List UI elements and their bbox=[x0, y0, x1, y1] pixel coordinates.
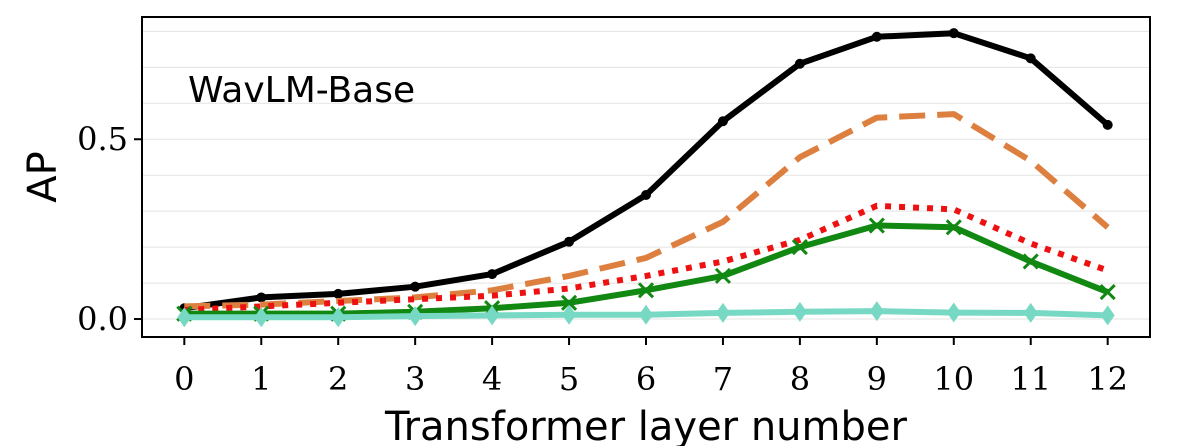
data-point bbox=[946, 302, 961, 323]
data-point bbox=[945, 219, 962, 236]
data-point bbox=[254, 307, 269, 328]
data-point bbox=[715, 302, 730, 323]
x-tick-label: 1 bbox=[251, 360, 271, 398]
x-tick-label: 9 bbox=[867, 360, 887, 398]
data-point bbox=[256, 292, 267, 303]
data-point bbox=[410, 281, 421, 292]
y-tick-label: 0.5 bbox=[77, 120, 128, 158]
data-point bbox=[792, 301, 807, 322]
x-tick-label: 11 bbox=[1010, 360, 1051, 398]
data-point bbox=[868, 217, 885, 234]
x-tick-label: 8 bbox=[790, 360, 810, 398]
x-axis-label: Transformer layer number bbox=[384, 404, 907, 446]
x-tick-label: 3 bbox=[405, 360, 425, 398]
x-tick-label: 10 bbox=[933, 360, 974, 398]
data-point bbox=[717, 116, 728, 127]
x-tick-label: 5 bbox=[559, 360, 579, 398]
data-point bbox=[562, 304, 577, 325]
x-tick-label: 4 bbox=[482, 360, 502, 398]
data-point bbox=[1022, 253, 1039, 270]
data-point bbox=[714, 267, 732, 284]
data-point bbox=[637, 282, 655, 299]
series-5 bbox=[177, 301, 1115, 328]
chart-annotation: WavLM-Base bbox=[188, 70, 415, 111]
grid-lines bbox=[142, 30, 1150, 320]
data-point bbox=[1023, 302, 1038, 323]
data-point bbox=[487, 269, 498, 280]
data-point bbox=[177, 307, 192, 328]
axis-ticks: 0 1 2 3 4 5 6 7 8 9 10 11 120.00.5 bbox=[77, 120, 1128, 398]
data-point bbox=[1102, 119, 1113, 130]
data-point bbox=[564, 236, 575, 247]
data-point bbox=[485, 305, 500, 326]
x-tick-label: 0 bbox=[174, 360, 194, 398]
series-group bbox=[176, 28, 1116, 328]
data-point bbox=[331, 307, 346, 328]
y-tick-label: 0.0 bbox=[77, 300, 128, 338]
data-point bbox=[408, 306, 423, 327]
data-point bbox=[333, 288, 344, 299]
data-point bbox=[791, 239, 808, 256]
series-line bbox=[184, 202, 1109, 313]
data-point bbox=[871, 31, 882, 42]
x-tick-label: 2 bbox=[328, 360, 348, 398]
data-point bbox=[794, 58, 805, 69]
y-axis-label: AP bbox=[20, 151, 66, 202]
data-point bbox=[639, 304, 653, 325]
data-point bbox=[1099, 283, 1116, 301]
data-point bbox=[1025, 53, 1036, 64]
x-tick-label: 7 bbox=[713, 360, 733, 398]
data-point bbox=[641, 189, 651, 200]
x-tick-label: 6 bbox=[636, 360, 656, 398]
data-point bbox=[1100, 305, 1115, 326]
series-3 bbox=[184, 202, 1109, 313]
data-point bbox=[948, 28, 959, 39]
data-point bbox=[560, 294, 578, 311]
x-tick-label: 12 bbox=[1087, 360, 1128, 398]
data-point bbox=[869, 301, 884, 322]
